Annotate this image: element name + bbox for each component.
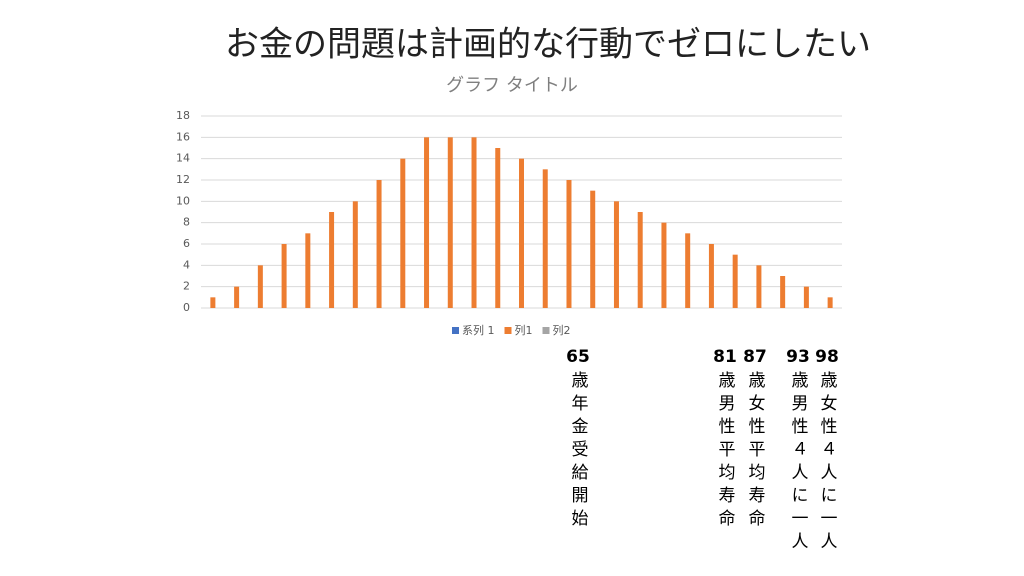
bar bbox=[685, 233, 691, 308]
annotation: 65 歳年金受給開始 bbox=[563, 347, 593, 532]
y-tick-label: 8 bbox=[183, 216, 190, 229]
legend-swatch bbox=[452, 327, 459, 334]
legend-swatch bbox=[504, 327, 512, 334]
bar bbox=[519, 158, 524, 308]
bar bbox=[471, 137, 477, 308]
slide-title: お金の問題は計画的な行動でゼロにしたい bbox=[225, 25, 871, 65]
bar bbox=[234, 286, 240, 308]
y-tick-label: 6 bbox=[183, 237, 190, 250]
bar bbox=[803, 286, 809, 308]
bar bbox=[756, 265, 762, 308]
bar bbox=[447, 137, 453, 308]
annotation-text: 歳女性４人に一人 bbox=[816, 371, 837, 555]
bar bbox=[281, 244, 287, 308]
legend-label: 列2 bbox=[553, 323, 571, 337]
bar bbox=[613, 201, 619, 308]
y-tick-label: 10 bbox=[176, 194, 190, 207]
bar bbox=[400, 158, 406, 308]
bar bbox=[257, 265, 263, 308]
y-tick-label: 12 bbox=[176, 173, 190, 186]
y-tick-label: 16 bbox=[176, 130, 190, 143]
bar bbox=[661, 222, 667, 308]
bar bbox=[542, 169, 548, 308]
y-tick-label: 2 bbox=[183, 280, 190, 293]
legend-label: 系列 1 bbox=[462, 323, 495, 337]
annotation: 98 歳女性４人に一人 bbox=[812, 347, 842, 555]
bar bbox=[708, 244, 714, 308]
bar bbox=[827, 297, 833, 308]
bar bbox=[210, 297, 216, 308]
bar bbox=[780, 276, 786, 308]
annotation-text: 歳年金受給開始 bbox=[567, 371, 588, 532]
bar bbox=[732, 254, 738, 308]
chart-title: グラフ タイトル bbox=[446, 75, 578, 96]
annotation-age: 81 bbox=[713, 347, 737, 367]
annotation: 93 歳男性４人に一人 bbox=[783, 347, 813, 555]
annotation: 87 歳女性平均寿命 bbox=[740, 347, 770, 532]
bar bbox=[305, 233, 311, 308]
legend-swatch bbox=[542, 327, 550, 334]
y-tick-label: 14 bbox=[176, 152, 190, 165]
y-tick-label: 4 bbox=[183, 258, 190, 271]
y-tick-label: 0 bbox=[183, 301, 190, 314]
bar bbox=[637, 212, 643, 308]
legend-label: 列1 bbox=[515, 323, 533, 337]
bar bbox=[566, 180, 572, 308]
annotation-age: 87 bbox=[743, 347, 767, 367]
bar bbox=[495, 148, 501, 308]
annotation-text: 歳男性４人に一人 bbox=[787, 371, 808, 555]
bar bbox=[376, 180, 382, 308]
annotation-age: 65 bbox=[566, 347, 590, 367]
annotation: 81 歳男性平均寿命 bbox=[710, 347, 740, 532]
y-tick-label: 18 bbox=[176, 109, 190, 122]
annotation-text: 歳男性平均寿命 bbox=[714, 371, 735, 532]
bar bbox=[590, 190, 596, 308]
annotation-age: 98 bbox=[815, 347, 839, 367]
bar bbox=[424, 137, 430, 308]
bar bbox=[352, 201, 358, 308]
bar bbox=[329, 212, 335, 308]
annotation-age: 93 bbox=[786, 347, 810, 367]
annotation-text: 歳女性平均寿命 bbox=[744, 371, 765, 532]
